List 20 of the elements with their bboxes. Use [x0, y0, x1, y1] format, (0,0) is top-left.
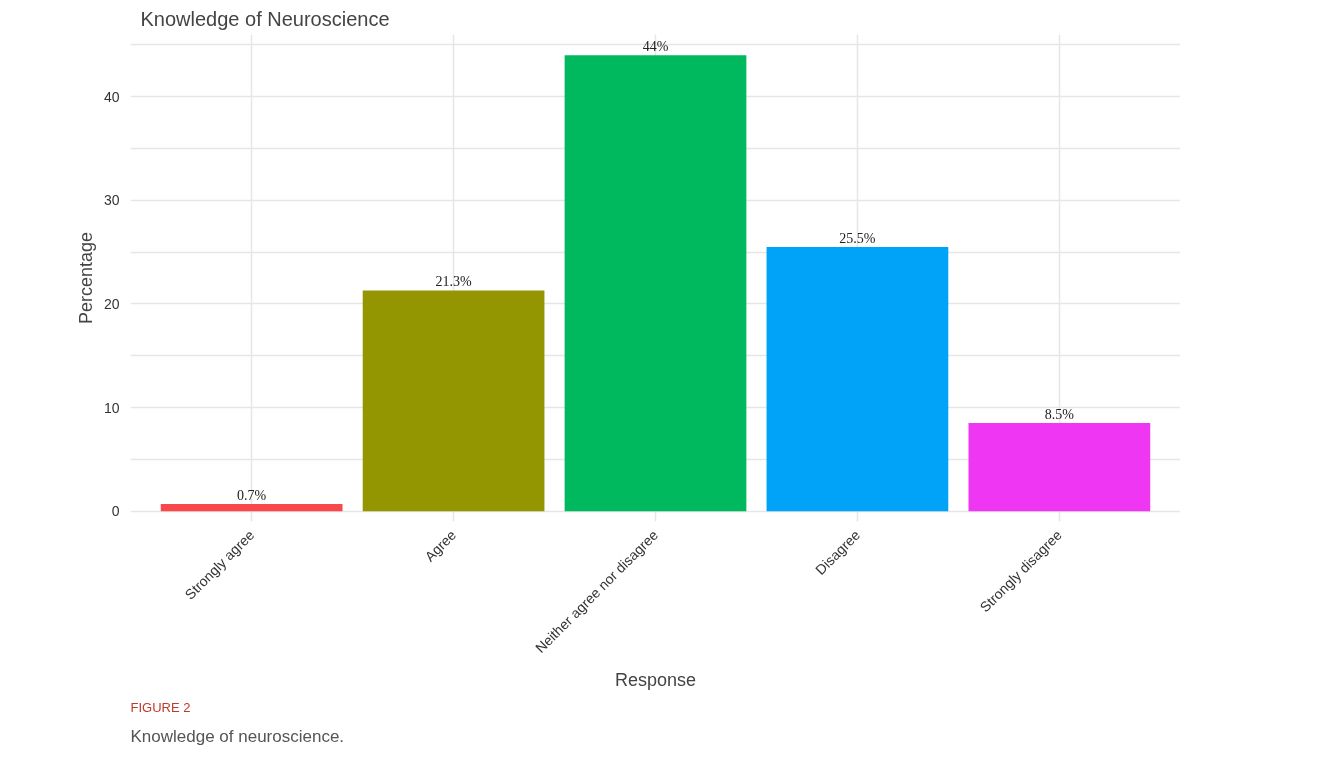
data-label: 0.7%	[237, 487, 267, 503]
x-axis-title: Response	[614, 669, 697, 690]
data-label: 21.3%	[435, 274, 472, 290]
y-tick-label: 40	[103, 88, 120, 105]
data-label: 44%	[642, 39, 669, 55]
y-tick-label: 20	[103, 295, 120, 312]
bar	[564, 55, 747, 512]
bar	[160, 503, 343, 512]
y-tick-label: 0	[111, 503, 120, 520]
y-axis-title: Percentage	[75, 231, 96, 325]
text: Knowledge of neuroscience.	[130, 726, 345, 746]
y-tick-label: 30	[103, 192, 120, 209]
bar	[968, 423, 1151, 512]
bar	[362, 290, 545, 512]
data-label: 25.5%	[839, 230, 876, 246]
chart-title: Knowledge of Neuroscience	[140, 7, 390, 30]
y-tick-label: 10	[103, 399, 120, 416]
data-label: 8.5%	[1044, 407, 1075, 423]
bar	[766, 246, 949, 512]
caption: FIGURE 2	[130, 699, 191, 715]
